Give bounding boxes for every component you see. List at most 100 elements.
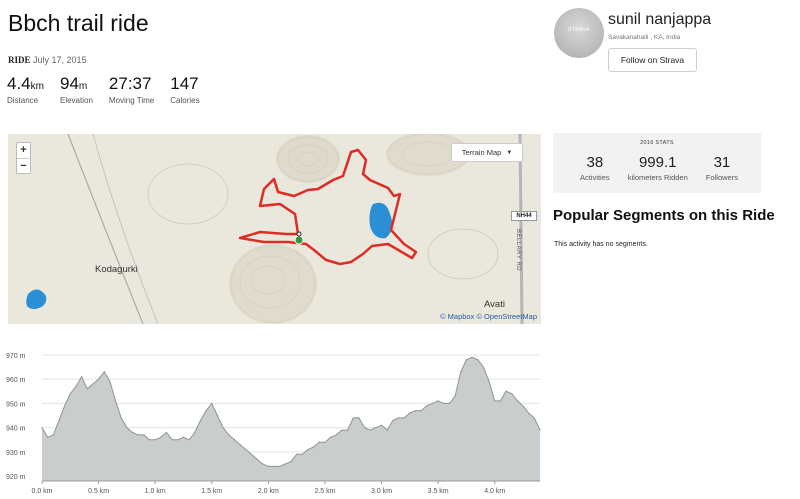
elevation-point [64, 405, 66, 407]
y-tick-label: 930 m [6, 450, 26, 457]
zoom-out-button[interactable]: − [17, 158, 30, 173]
segments-empty-message: This activity has no segments. [554, 241, 648, 248]
elevation-point [533, 417, 535, 419]
chevron-down-icon: ▼ [506, 149, 513, 156]
elevation-point [290, 461, 292, 463]
water-body-lake [369, 202, 393, 239]
elevation-point [409, 412, 411, 414]
yearly-stats-heading: 2016 STATS [640, 140, 674, 146]
yearly-stat-value: 999.1 [638, 154, 677, 171]
elevation-point [386, 429, 388, 431]
terrain-map-label: Terrain Map [461, 148, 502, 157]
stat-label: Calories [170, 96, 200, 105]
elevation-point [75, 385, 77, 387]
x-tick-label: 3.0 km [371, 488, 392, 495]
elevation-point [126, 427, 128, 429]
yearly-stats-panel: 2016 STATS 38 Activities 999.1 kilometer… [553, 133, 761, 193]
athlete-location: Savakanahalli , KA, India [608, 34, 681, 41]
elevation-point [250, 453, 252, 455]
zoom-control: + − [16, 142, 31, 174]
elevation-point [47, 436, 49, 438]
elevation-point [69, 393, 71, 395]
route-path [238, 148, 418, 266]
place-label-kodagurki: Kodagurki [95, 264, 138, 275]
elevation-point [86, 388, 88, 390]
elevation-point [98, 378, 100, 380]
elevation-point [41, 427, 43, 429]
stat-value: 4.4 [7, 74, 31, 93]
elevation-point [341, 429, 343, 431]
yearly-stat-distance: 999.1 kilometers Ridden [628, 154, 688, 182]
elevation-point [477, 359, 479, 361]
yearly-stat-activities: 38 Activities [580, 154, 610, 182]
elevation-point [115, 400, 117, 402]
elevation-point [233, 439, 235, 441]
elevation-point [296, 453, 298, 455]
elevation-point [131, 431, 134, 434]
stat-unit: km [30, 81, 44, 92]
zoom-in-button[interactable]: + [20, 144, 27, 156]
elevation-point [465, 359, 467, 361]
elevation-point [148, 439, 151, 441]
elevation-point [92, 383, 94, 385]
elevation-point [81, 376, 83, 378]
x-tick-label: 4.0 km [484, 488, 505, 495]
stat-value: 147 [170, 74, 199, 93]
elevation-point [330, 436, 332, 438]
terrain-map-dropdown[interactable]: Terrain Map ▼ [451, 143, 523, 162]
y-tick-label: 920 m [6, 474, 26, 481]
x-tick-label: 0.5 km [88, 488, 109, 495]
elevation-point [267, 465, 269, 467]
elevation-point [188, 439, 190, 441]
highway-road [518, 134, 524, 324]
elevation-point [431, 402, 434, 404]
avatar-strava-text: STRAVA [567, 27, 591, 33]
start-marker[interactable] [294, 235, 304, 245]
elevation-point [205, 410, 207, 412]
stat-label: Moving Time [108, 96, 155, 105]
yearly-stat-label: Activities [580, 173, 610, 182]
activity-date: July 17, 2015 [33, 55, 87, 65]
athlete-name[interactable]: sunil nanjappa [608, 11, 712, 28]
avatar[interactable]: STRAVA [554, 8, 604, 58]
elevation-point [154, 439, 156, 441]
x-tick-label: 0.0 km [31, 488, 52, 495]
elevation-point [352, 417, 354, 419]
elevation-point [58, 419, 60, 421]
y-tick-label: 940 m [6, 426, 26, 433]
elevation-point [460, 371, 462, 373]
elevation-point [448, 402, 451, 404]
stat-label: Elevation [59, 96, 93, 105]
elevation-point [403, 417, 405, 419]
elevation-point [307, 448, 309, 451]
elevation-point [494, 400, 496, 402]
elevation-point [239, 444, 241, 446]
stat-calories: 147 Calories [170, 74, 199, 105]
y-tick-label: 950 m [6, 401, 26, 408]
x-tick-label: 3.5 km [428, 488, 449, 495]
elevation-point [380, 424, 383, 426]
activity-type: RIDE [8, 55, 31, 65]
highway-shield: NH44 [511, 211, 537, 221]
route-map[interactable]: + − Terrain Map ▼ Kodagurki Avati NH44 B… [8, 134, 541, 324]
elevation-point [211, 402, 213, 404]
elevation-profile-chart[interactable]: 920 m 930 m 940 m 950 m 960 m 970 m 0.0 km 0.5 … [0, 340, 560, 499]
stat-unit: m [78, 81, 88, 92]
finish-marker[interactable] [296, 231, 302, 237]
elevation-point [437, 400, 439, 402]
map-attribution[interactable]: © Mapbox © OpenStreetMap [440, 312, 537, 321]
follow-button[interactable]: Follow on Strava [608, 48, 697, 72]
athlete-card: STRAVA sunil nanjappa Savakanahalli , KA… [552, 6, 792, 76]
map-canvas[interactable] [8, 134, 541, 324]
elevation-point [335, 434, 337, 436]
elevation-point [392, 419, 394, 421]
elevation-point [301, 453, 303, 455]
elevation-point [454, 395, 456, 397]
elevation-point [228, 434, 230, 436]
x-tick-label: 1.5 km [201, 488, 222, 495]
activity-title: Bbch trail ride [8, 10, 149, 36]
elevation-point [177, 439, 179, 441]
elevation-point [222, 427, 224, 429]
elevation-point [397, 417, 400, 419]
yearly-stat-value: 38 [586, 154, 604, 171]
